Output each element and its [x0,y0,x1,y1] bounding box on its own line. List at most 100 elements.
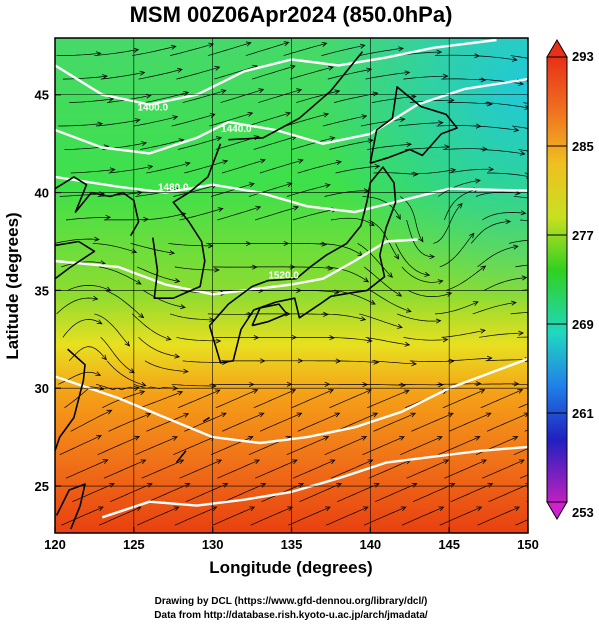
streamline [411,169,456,174]
streamline-arrow [429,254,436,260]
chart-title: MSM 00Z06Apr2024 (850.0hPa) [130,2,453,27]
streamline-arrow [410,412,417,418]
streamline-arrow [396,291,403,297]
streamline [444,188,479,221]
colorbar-tick-label: 277 [572,228,594,243]
streamline-arrow [96,435,102,440]
streamline-arrow [329,136,336,142]
streamline [401,506,444,526]
streamline-arrow [363,277,370,283]
streamline-arrow [97,121,104,127]
streamline [94,313,130,347]
streamline [253,136,297,150]
streamline [518,403,528,409]
colorbar-bottom-triangle [546,501,568,520]
streamline [477,245,518,268]
streamline [445,265,486,291]
streamline [510,312,528,315]
streamline-arrow [106,409,113,415]
streamline-arrow [519,150,526,156]
streamline [365,71,410,80]
streamline [182,90,226,103]
x-axis-label: Longitude (degrees) [209,558,372,577]
streamline-arrow [406,142,413,148]
streamline-arrow [521,275,528,281]
streamline-arrow [479,389,486,394]
streamline [395,243,430,276]
streamline [479,332,524,338]
streamline [436,125,481,127]
streamline [326,266,369,283]
streamline-arrow [488,166,495,172]
coastline [208,166,397,364]
streamline [56,297,98,315]
streamline-arrow [321,42,328,47]
streamline [330,459,373,479]
streamline-arrow [217,207,224,213]
streamline [370,290,412,312]
streamline-arrow [287,506,294,512]
streamline [292,208,337,221]
streamline-arrow [102,74,108,80]
streamline-arrow [328,389,335,394]
streamline-arrow [442,73,449,79]
streamline-arrow [102,459,109,464]
streamline [404,146,450,150]
streamline [373,412,416,432]
streamline [176,336,221,342]
coastline [175,450,187,464]
streamline [133,116,178,127]
y-tick-label: 40 [35,186,49,201]
streamline [518,149,528,152]
streamline [479,78,524,85]
streamline [253,389,296,409]
streamline [220,89,264,103]
streamline-arrow [172,436,178,441]
colorbar-tick-label: 269 [572,317,594,332]
streamline-arrow [97,506,104,512]
streamline-arrow [327,265,334,271]
streamline [135,436,178,456]
streamline-arrow [334,89,341,95]
streamline [337,483,380,503]
streamline-arrow [400,382,406,388]
streamline [447,102,492,105]
streamline [326,506,369,526]
streamline [209,112,253,127]
contour-label: 1440.0 [221,124,252,135]
streamline [179,459,222,479]
colorbar-tick-label: 285 [572,139,594,154]
streamline [141,213,186,221]
streamline [136,506,179,526]
streamline [140,139,184,150]
streamline-arrow [511,300,517,306]
x-tick-label: 145 [438,537,460,552]
streamline [171,383,216,387]
streamline-arrow [438,506,445,512]
streamline [221,159,266,174]
streamline [146,162,190,174]
streamline [434,301,479,315]
streamline [65,216,111,221]
streamline [512,125,528,129]
streamline [250,506,293,526]
streamline [359,313,403,328]
streamline [169,313,214,321]
streamline [283,42,327,56]
streamline [138,337,180,358]
streamline [470,221,511,244]
streamline [486,413,528,432]
streamline [332,290,376,305]
streamline [374,483,417,503]
streamline-arrow [403,389,410,395]
streamline-arrow [98,385,105,391]
streamline [330,217,375,226]
x-tick-label: 150 [517,537,539,552]
streamline [409,360,454,362]
streamline-arrow [249,506,256,512]
streamline-arrow [374,164,381,170]
streamline-arrow [96,319,103,325]
streamline-arrow [216,136,222,142]
streamline-arrow [369,299,376,305]
coastline [152,143,222,299]
